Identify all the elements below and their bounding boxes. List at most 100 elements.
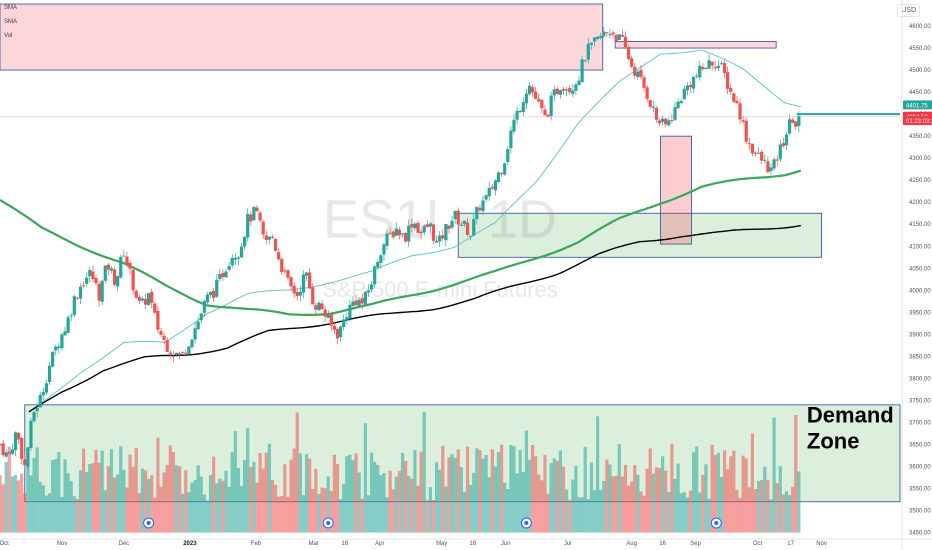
volume-bar	[100, 450, 104, 533]
candle-body	[561, 88, 566, 91]
volume-bar	[781, 494, 785, 533]
candle-body	[732, 93, 736, 102]
volume-bar	[453, 457, 457, 533]
volume-bar	[332, 454, 337, 533]
indicator-label-sma-2[interactable]: SMA	[4, 19, 17, 25]
volume-bar	[273, 484, 278, 533]
volume-bar	[351, 460, 355, 533]
volume-bar	[289, 459, 293, 533]
volume-bar	[385, 497, 389, 533]
volume-bar	[651, 473, 655, 533]
event-marker-dot	[146, 521, 151, 525]
candle-body	[574, 84, 578, 91]
candle-body	[434, 240, 439, 243]
candle-body	[481, 200, 485, 212]
candle-body	[320, 303, 324, 310]
candle-body	[385, 233, 389, 246]
candle-body	[286, 270, 290, 278]
candle-body	[184, 352, 188, 354]
volume-bar	[348, 454, 352, 533]
volume-bar	[496, 452, 501, 533]
candle-body	[623, 36, 628, 48]
volume-bar	[270, 479, 275, 533]
volume-bar	[143, 470, 148, 533]
candle-body	[298, 291, 302, 296]
candle-body	[509, 130, 513, 149]
candle-body	[465, 222, 470, 235]
volume-bar	[729, 456, 733, 533]
x-tick-label: 17	[787, 541, 794, 547]
y-tick-label: 4150.00	[909, 222, 931, 228]
volume-bar	[691, 452, 696, 533]
candle-body	[639, 69, 643, 77]
candle-body	[592, 37, 597, 42]
volume-bar	[685, 497, 689, 533]
candle-body	[750, 143, 755, 154]
volume-bar	[304, 454, 309, 533]
candle-body	[716, 65, 720, 69]
volume-bar	[320, 487, 324, 533]
candle-body	[332, 325, 337, 330]
volume-bar	[239, 486, 244, 533]
zone-supply-thin	[614, 41, 777, 49]
volume-bar	[416, 485, 420, 533]
indicator-label-sma-1[interactable]: SMA	[4, 5, 17, 11]
candle-body	[239, 246, 244, 258]
volume-bar	[295, 412, 299, 533]
x-tick-label: Aug	[626, 541, 637, 547]
volume-bar	[35, 447, 39, 533]
candle-body	[527, 85, 532, 95]
candle-body	[490, 186, 494, 189]
volume-bar	[196, 465, 200, 533]
volume-bar	[388, 470, 392, 533]
volume-bar	[661, 456, 665, 533]
candle-body	[472, 219, 476, 236]
candle-body	[165, 340, 169, 352]
indicator-label-vol[interactable]: Vol	[4, 33, 12, 39]
candle-body	[735, 100, 739, 104]
volume-bar	[530, 445, 535, 533]
volume-bar	[540, 480, 544, 533]
volume-bar	[382, 473, 386, 533]
volume-bar	[757, 481, 761, 533]
volume-bar	[60, 496, 64, 533]
candle-body	[753, 152, 758, 154]
candle-body	[654, 107, 659, 120]
candle-body	[177, 353, 182, 355]
candle-body	[10, 449, 14, 454]
y-tick-label: 4550.00	[909, 46, 931, 52]
volume-bar	[506, 489, 510, 533]
candle-body	[270, 236, 275, 238]
candle-body	[264, 235, 268, 240]
volume-bar	[645, 468, 649, 533]
candle-body	[747, 143, 751, 145]
x-tick-label: Jul	[564, 541, 572, 547]
volume-bar	[713, 454, 717, 533]
volume-bar	[26, 461, 30, 533]
volume-bar	[524, 430, 528, 533]
candle-body	[273, 239, 278, 251]
volume-bar	[605, 459, 609, 533]
volume-bar	[744, 458, 748, 533]
candle-body	[744, 120, 748, 142]
volume-bar	[20, 473, 24, 533]
x-tick-label: 16	[469, 541, 476, 547]
candle-body	[738, 103, 742, 120]
candle-body	[447, 225, 451, 229]
volume-bar	[128, 454, 132, 533]
volume-bar	[747, 487, 751, 533]
candle-body	[391, 231, 395, 238]
candle-body	[354, 300, 358, 305]
volume-bar	[119, 446, 123, 533]
candle-body	[301, 274, 306, 293]
volume-bar	[224, 470, 228, 533]
candle-body	[719, 63, 724, 65]
currency-button[interactable]: USD	[897, 4, 920, 17]
volume-bar	[552, 458, 556, 533]
volume-bar	[51, 460, 55, 533]
volume-bar	[478, 450, 482, 533]
volume-bar	[181, 493, 185, 533]
candle-body	[416, 222, 420, 233]
candle-body	[382, 244, 386, 255]
